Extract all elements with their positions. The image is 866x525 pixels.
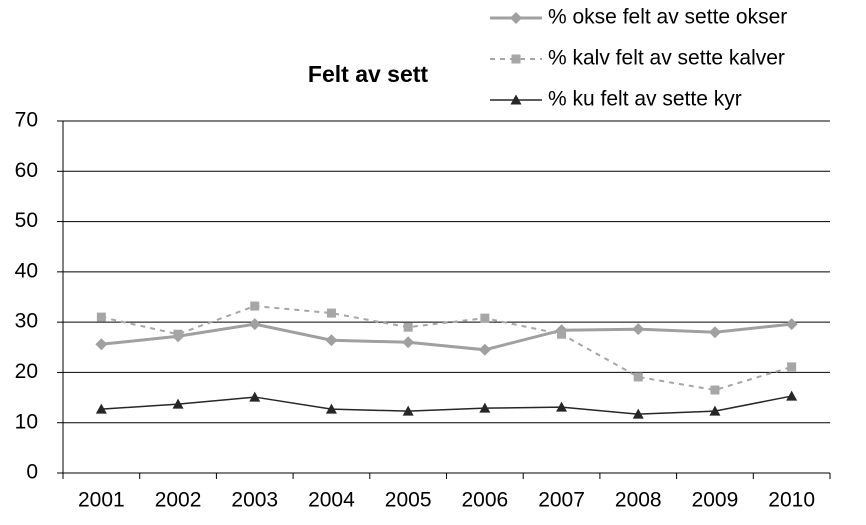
marker xyxy=(556,401,568,412)
y-tick-label: 50 xyxy=(15,209,38,232)
x-tick-label: 2002 xyxy=(155,489,202,512)
legend-marker xyxy=(511,54,521,64)
marker xyxy=(248,318,261,331)
marker xyxy=(249,391,261,402)
legend-label: % ku felt av sette kyr xyxy=(548,88,742,111)
y-tick-label: 40 xyxy=(15,259,38,282)
marker xyxy=(250,301,260,311)
marker xyxy=(785,318,798,331)
x-tick-label: 2003 xyxy=(231,489,278,512)
marker xyxy=(172,398,184,409)
marker xyxy=(633,372,643,382)
series-line xyxy=(101,395,792,415)
x-tick-label: 2004 xyxy=(308,489,355,512)
y-tick-label: 10 xyxy=(15,410,38,433)
marker xyxy=(173,329,183,339)
x-tick-label: 2009 xyxy=(692,489,739,512)
marker xyxy=(95,403,107,414)
marker xyxy=(478,343,491,356)
legend-label: % kalv felt av sette kalver xyxy=(548,47,785,70)
marker xyxy=(786,390,798,401)
marker xyxy=(403,322,413,332)
marker xyxy=(557,329,567,339)
y-tick-label: 30 xyxy=(15,310,38,333)
series-line xyxy=(101,322,792,352)
marker xyxy=(632,323,645,336)
marker xyxy=(708,326,721,339)
marker xyxy=(325,334,338,347)
marker xyxy=(479,402,491,413)
marker xyxy=(402,336,415,349)
x-tick-label: 2006 xyxy=(461,489,508,512)
y-tick-label: 60 xyxy=(15,159,38,182)
series-line xyxy=(101,305,792,392)
marker xyxy=(96,312,106,322)
marker xyxy=(709,405,721,416)
marker xyxy=(402,405,414,416)
legend-label: % okse felt av sette okser xyxy=(548,6,787,29)
marker xyxy=(787,362,797,372)
legend-marker xyxy=(510,12,522,24)
x-tick-label: 2008 xyxy=(615,489,662,512)
marker xyxy=(710,385,720,395)
y-tick-label: 20 xyxy=(15,360,38,383)
x-tick-label: 2005 xyxy=(385,489,432,512)
marker xyxy=(325,403,337,414)
x-tick-label: 2007 xyxy=(538,489,585,512)
marker xyxy=(95,338,108,351)
marker xyxy=(632,408,644,419)
marker xyxy=(480,313,490,323)
marker xyxy=(326,308,336,318)
y-tick-label: 70 xyxy=(15,109,38,132)
chart-title: Felt av sett xyxy=(308,61,428,87)
x-tick-label: 2001 xyxy=(78,489,125,512)
legend-marker xyxy=(510,94,522,105)
x-tick-label: 2010 xyxy=(768,489,815,512)
y-tick-label: 0 xyxy=(26,461,38,484)
